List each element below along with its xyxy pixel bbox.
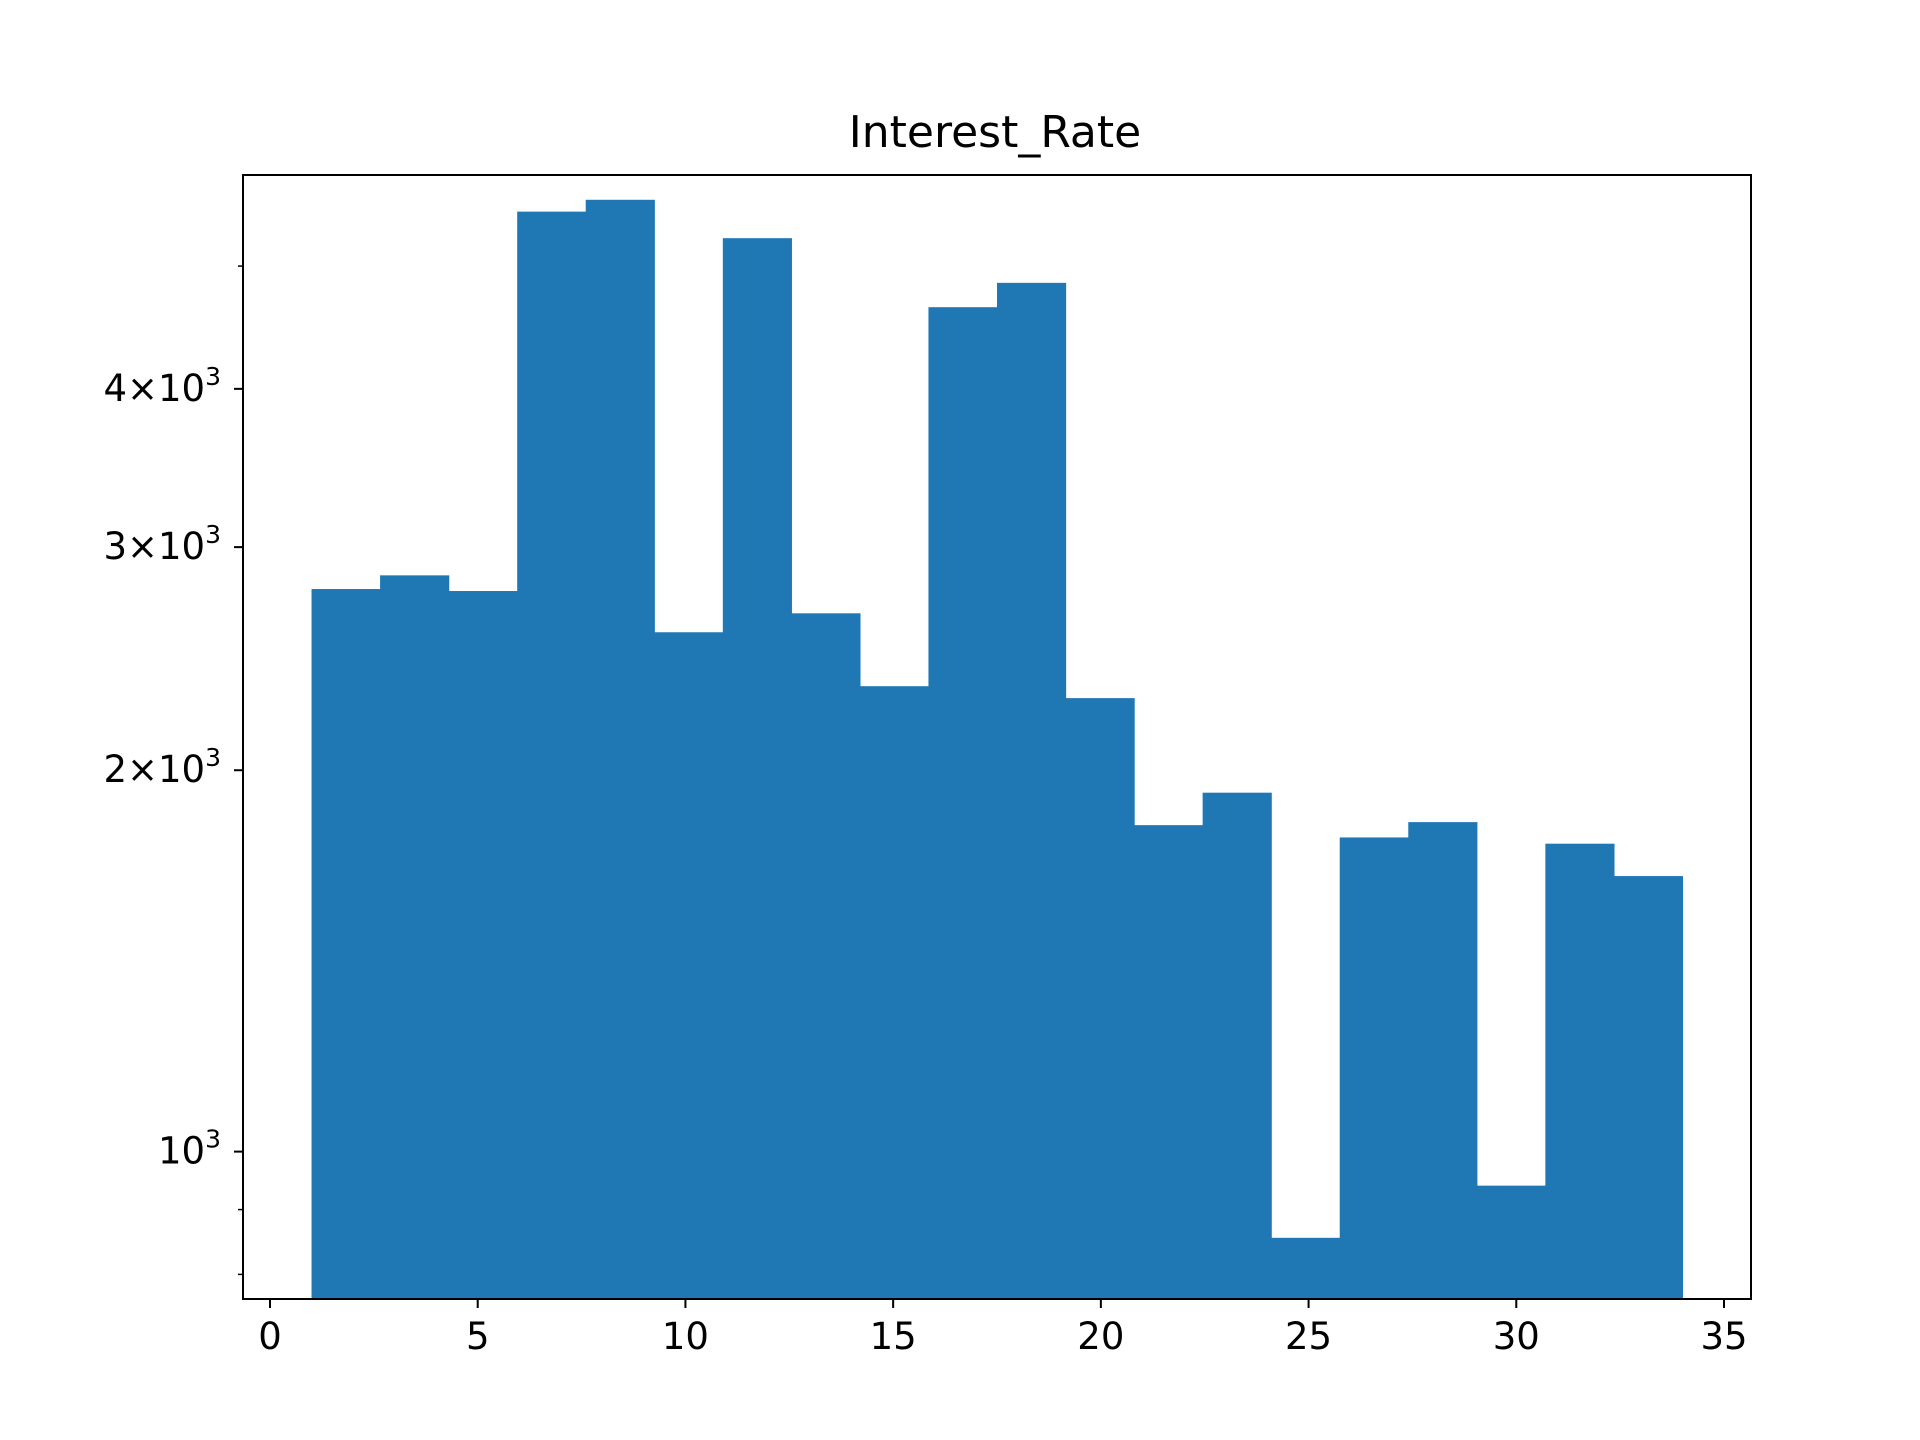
- histogram-bar-12: [1134, 825, 1204, 1299]
- y-axis: 103 2×103 3×103 4×103: [103, 265, 243, 1276]
- x-axis: 0 5 10 15 20 25 30 35: [258, 1299, 1748, 1358]
- histogram-bar-0: [311, 589, 381, 1299]
- histogram-bar-4: [585, 199, 655, 1299]
- histogram-bar-11: [1065, 698, 1135, 1299]
- histogram-bar-9: [928, 307, 998, 1299]
- y-tick-label-1: 2×103: [103, 743, 221, 791]
- histogram-bar-15: [1339, 837, 1409, 1299]
- x-tick-label-5: 25: [1285, 1315, 1332, 1358]
- x-tick-label-7: 35: [1700, 1315, 1747, 1358]
- x-tick-label-0: 0: [258, 1315, 282, 1358]
- histogram-bar-2: [448, 591, 518, 1299]
- histogram-bar-18: [1545, 843, 1615, 1299]
- histogram-bar-16: [1408, 822, 1478, 1299]
- x-tick-label-4: 20: [1077, 1315, 1124, 1358]
- bars-group: [311, 199, 1684, 1300]
- plot-frame: [242, 174, 1752, 1300]
- histogram-bar-8: [859, 686, 930, 1299]
- histogram-bar-19: [1613, 876, 1684, 1299]
- histogram-bar-3: [517, 211, 587, 1300]
- histogram-bar-1: [380, 575, 450, 1299]
- histogram-bar-13: [1202, 792, 1272, 1299]
- histogram-bar-10: [997, 282, 1067, 1299]
- x-tick-label-6: 30: [1493, 1315, 1540, 1358]
- histogram-bar-6: [722, 238, 792, 1299]
- histogram-bar-14: [1271, 1237, 1341, 1299]
- histogram-bar-17: [1476, 1185, 1546, 1299]
- x-tick-label-1: 5: [466, 1315, 490, 1358]
- x-tick-label-2: 10: [662, 1315, 709, 1358]
- y-tick-label-2: 3×103: [103, 520, 221, 568]
- histogram-bar-5: [654, 632, 724, 1299]
- histogram-bar-7: [791, 613, 861, 1299]
- y-tick-label-0: 103: [158, 1125, 221, 1173]
- x-tick-label-3: 15: [870, 1315, 917, 1358]
- y-tick-label-3: 4×103: [103, 362, 221, 410]
- chart-title: Interest_Rate: [849, 107, 1141, 158]
